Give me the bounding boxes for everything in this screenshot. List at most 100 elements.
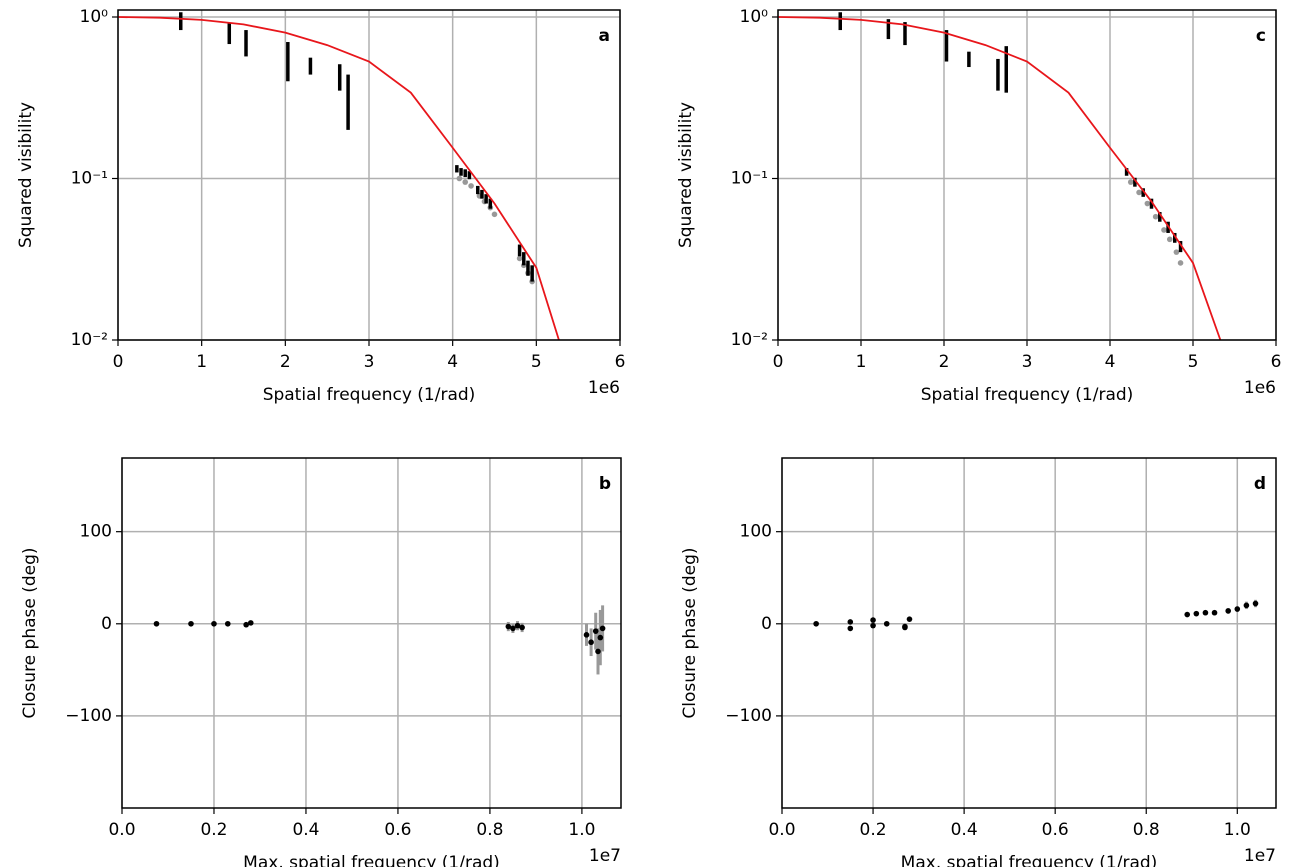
model-curve bbox=[778, 16, 1222, 340]
point bbox=[516, 255, 523, 262]
point bbox=[519, 624, 525, 631]
x-tick-label: 0.2 bbox=[860, 820, 887, 840]
y-tick-label: 10⁰ bbox=[740, 7, 769, 27]
y-axis-title: Squared visibility bbox=[16, 102, 36, 248]
x-tick-label: 0.4 bbox=[951, 820, 978, 840]
panel-label: b bbox=[599, 474, 611, 494]
y-tick-label: −100 bbox=[725, 706, 772, 726]
x-tick-label: 0.8 bbox=[476, 820, 503, 840]
x-tick-label: 0.6 bbox=[1042, 820, 1069, 840]
x-tick-label: 0.2 bbox=[200, 820, 227, 840]
point bbox=[456, 175, 463, 182]
x-tick-label: 5 bbox=[531, 352, 542, 372]
point bbox=[870, 617, 876, 623]
point bbox=[1225, 608, 1231, 614]
point bbox=[883, 620, 890, 627]
point bbox=[1211, 609, 1218, 616]
y-tick-label: 10⁻¹ bbox=[71, 169, 108, 189]
axes-frame bbox=[781, 457, 1277, 809]
x-tick-label: 0.8 bbox=[1133, 820, 1160, 840]
point bbox=[468, 183, 474, 189]
subplot: 0.0 0.2 0.4 0.6 0.8 1.0 −100 0 100 d Max. spatial … bbox=[680, 457, 1277, 867]
point bbox=[906, 616, 913, 622]
point bbox=[599, 625, 606, 632]
point bbox=[595, 648, 601, 655]
point bbox=[847, 619, 854, 625]
point bbox=[1243, 602, 1250, 609]
y-tick-label: −100 bbox=[65, 706, 112, 726]
x-axis-title: Max. spatial frequency (1/rad) bbox=[901, 853, 1158, 867]
subplot: 0 1 2 3 4 5 6 10⁻² 10⁻¹ 10⁰ c Spatial frequency (1/… bbox=[676, 7, 1281, 405]
point bbox=[583, 632, 590, 638]
x-tick-label: 0 bbox=[773, 352, 784, 372]
point bbox=[588, 639, 594, 646]
y-tick-label: 10⁰ bbox=[80, 7, 109, 27]
point bbox=[1144, 200, 1151, 207]
model-curve bbox=[118, 16, 560, 340]
point bbox=[592, 628, 599, 634]
x-offset-label: 1e6 bbox=[588, 378, 620, 398]
point bbox=[188, 620, 194, 627]
x-tick-label: 3 bbox=[1022, 352, 1033, 372]
x-tick-label: 1.0 bbox=[568, 820, 595, 840]
point bbox=[1161, 227, 1167, 233]
point bbox=[243, 621, 249, 628]
axes-frame bbox=[777, 9, 1277, 341]
point bbox=[1234, 606, 1241, 612]
plot-area bbox=[778, 12, 1222, 340]
subplot: 0.0 0.2 0.4 0.6 0.8 1.0 −100 0 100 b Max. spatial … bbox=[20, 457, 622, 867]
y-tick-label: 10⁻² bbox=[71, 330, 108, 350]
y-axis-title: Closure phase (deg) bbox=[680, 547, 700, 718]
subplot: 0 1 2 3 4 5 6 10⁻² 10⁻¹ 10⁰ a Spatial frequency (1/… bbox=[16, 7, 625, 405]
panel-label: c bbox=[1256, 26, 1266, 46]
point bbox=[1184, 611, 1191, 618]
y-axis-title: Closure phase (deg) bbox=[20, 547, 40, 718]
x-offset-label: 1e7 bbox=[589, 846, 621, 866]
plot-area bbox=[813, 599, 1259, 632]
point bbox=[1252, 600, 1259, 607]
y-tick-label: 100 bbox=[80, 522, 112, 542]
x-tick-label: 1 bbox=[196, 352, 207, 372]
x-offset-label: 1e7 bbox=[1244, 846, 1276, 866]
y-tick-label: 0 bbox=[101, 614, 112, 634]
x-tick-label: 4 bbox=[1105, 352, 1116, 372]
x-tick-label: 0.0 bbox=[108, 820, 135, 840]
point bbox=[211, 620, 217, 627]
y-tick-label: 10⁻² bbox=[731, 330, 768, 350]
x-axis-title: Spatial frequency (1/rad) bbox=[263, 385, 476, 405]
plot-area bbox=[118, 12, 560, 340]
panel-label: d bbox=[1254, 474, 1266, 494]
x-tick-label: 2 bbox=[939, 352, 950, 372]
point bbox=[224, 620, 231, 627]
x-tick-label: 6 bbox=[1271, 352, 1282, 372]
x-axis-title: Max. spatial frequency (1/rad) bbox=[243, 853, 500, 867]
point bbox=[1152, 213, 1159, 220]
y-tick-label: 10⁻¹ bbox=[731, 169, 768, 189]
x-offset-label: 1e6 bbox=[1244, 378, 1276, 398]
x-tick-label: 1 bbox=[856, 352, 867, 372]
x-tick-label: 0.4 bbox=[292, 820, 319, 840]
x-tick-label: 1.0 bbox=[1224, 820, 1251, 840]
point bbox=[597, 634, 604, 641]
point bbox=[870, 622, 876, 629]
y-tick-label: 0 bbox=[761, 614, 772, 634]
point bbox=[1173, 249, 1180, 255]
point bbox=[462, 179, 469, 185]
y-axis-title: Squared visibility bbox=[676, 102, 696, 248]
x-tick-label: 6 bbox=[615, 352, 626, 372]
point bbox=[1127, 179, 1134, 185]
point bbox=[510, 625, 516, 632]
point bbox=[505, 623, 512, 630]
point bbox=[1202, 609, 1209, 616]
x-tick-label: 0 bbox=[113, 352, 124, 372]
plot-area bbox=[153, 605, 606, 675]
point bbox=[1136, 189, 1142, 196]
point bbox=[247, 620, 254, 626]
x-tick-label: 0.6 bbox=[384, 820, 411, 840]
point bbox=[153, 620, 160, 627]
point bbox=[1166, 236, 1173, 243]
axes-frame bbox=[117, 9, 621, 341]
x-tick-label: 3 bbox=[364, 352, 375, 372]
x-tick-label: 4 bbox=[447, 352, 458, 372]
